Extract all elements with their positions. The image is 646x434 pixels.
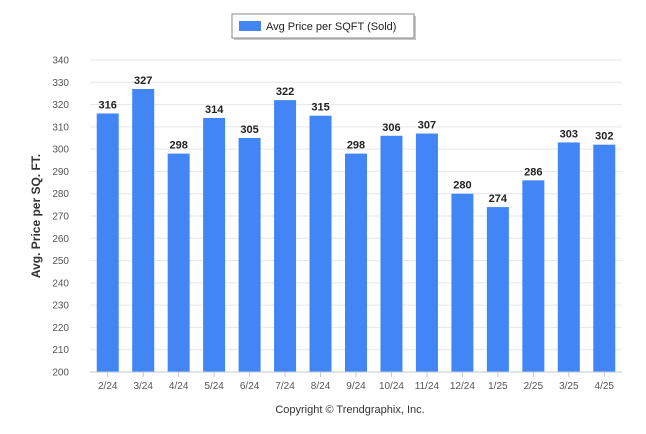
bar [380, 135, 403, 372]
data-label: 306 [382, 122, 400, 134]
data-label: 305 [240, 124, 258, 136]
legend-box [231, 13, 415, 39]
x-tick-label: 4/25 [595, 381, 615, 392]
data-label: 315 [311, 102, 329, 114]
y-tick-label: 250 [52, 256, 69, 267]
data-label: 307 [418, 120, 436, 132]
bar [274, 100, 297, 372]
bars [96, 88, 616, 372]
x-tick-label: 2/25 [524, 381, 544, 392]
y-tick-label: 300 [52, 145, 69, 156]
bar [309, 115, 332, 372]
data-label: 316 [99, 99, 117, 111]
y-tick-label: 200 [52, 368, 69, 379]
bar [451, 193, 474, 372]
data-label: 302 [595, 131, 613, 143]
x-tick-label: 7/24 [275, 381, 295, 392]
y-tick-label: 340 [52, 56, 69, 67]
legend: Avg Price per SQFT (Sold) [231, 13, 416, 40]
x-tick-label: 6/24 [240, 381, 260, 392]
bar [167, 153, 190, 372]
bar [96, 113, 119, 372]
x-tick-label: 1/25 [488, 381, 508, 392]
x-tick-label: 2/24 [98, 381, 118, 392]
x-tick-label: 11/24 [415, 381, 440, 392]
y-axis-title: Avg. Price per SQ. FT. [29, 154, 43, 278]
x-axis-ticks: 2/24 3/24 4/24 5/24 6/24 7/24 8/24 9/24 10/24 11/… [98, 372, 614, 392]
x-tick-label: 4/24 [169, 381, 189, 392]
y-tick-label: 280 [52, 189, 69, 200]
bar [486, 207, 509, 372]
y-tick-label: 310 [52, 122, 69, 133]
legend-swatch [239, 21, 261, 31]
y-axis-ticks: 200 210 220 230 240 250 260 270 280 290 300 310 320 3… [52, 56, 69, 379]
x-tick-label: 10/24 [379, 381, 404, 392]
x-tick-label: 9/24 [346, 381, 366, 392]
x-tick-label: 8/24 [311, 381, 331, 392]
y-tick-label: 210 [52, 345, 69, 356]
bar [415, 133, 438, 372]
y-tick-label: 320 [52, 100, 69, 111]
y-tick-label: 220 [52, 323, 69, 334]
data-label: 327 [134, 75, 152, 87]
y-tick-label: 230 [52, 301, 69, 312]
y-tick-label: 260 [52, 234, 69, 245]
bar [132, 88, 155, 372]
x-tick-label: 3/25 [559, 381, 579, 392]
data-label: 298 [347, 140, 365, 152]
data-label: 286 [524, 166, 542, 178]
data-labels: 316 327 298 314 305 322 315 298 306 307 280 274 286 3… [99, 75, 614, 205]
data-label: 322 [276, 86, 294, 98]
bar [557, 142, 580, 372]
y-tick-label: 270 [52, 212, 69, 223]
x-tick-label: 12/24 [450, 381, 475, 392]
bar [522, 180, 545, 372]
bar [345, 153, 367, 372]
data-label: 314 [205, 104, 224, 116]
bar [238, 138, 261, 372]
legend-label: Avg Price per SQFT (Sold) [266, 21, 396, 33]
bar [593, 144, 616, 372]
x-tick-label: 3/24 [133, 381, 153, 392]
copyright-credit: Copyright © Trendgraphix, Inc. [275, 404, 424, 416]
x-tick-label: 5/24 [204, 381, 224, 392]
y-tick-label: 330 [52, 78, 69, 89]
data-label: 303 [560, 128, 578, 140]
bar [203, 117, 226, 372]
data-label: 274 [489, 193, 508, 205]
data-label: 280 [453, 180, 471, 192]
y-tick-label: 290 [52, 167, 69, 178]
data-label: 298 [169, 140, 187, 152]
y-tick-label: 240 [52, 278, 69, 289]
